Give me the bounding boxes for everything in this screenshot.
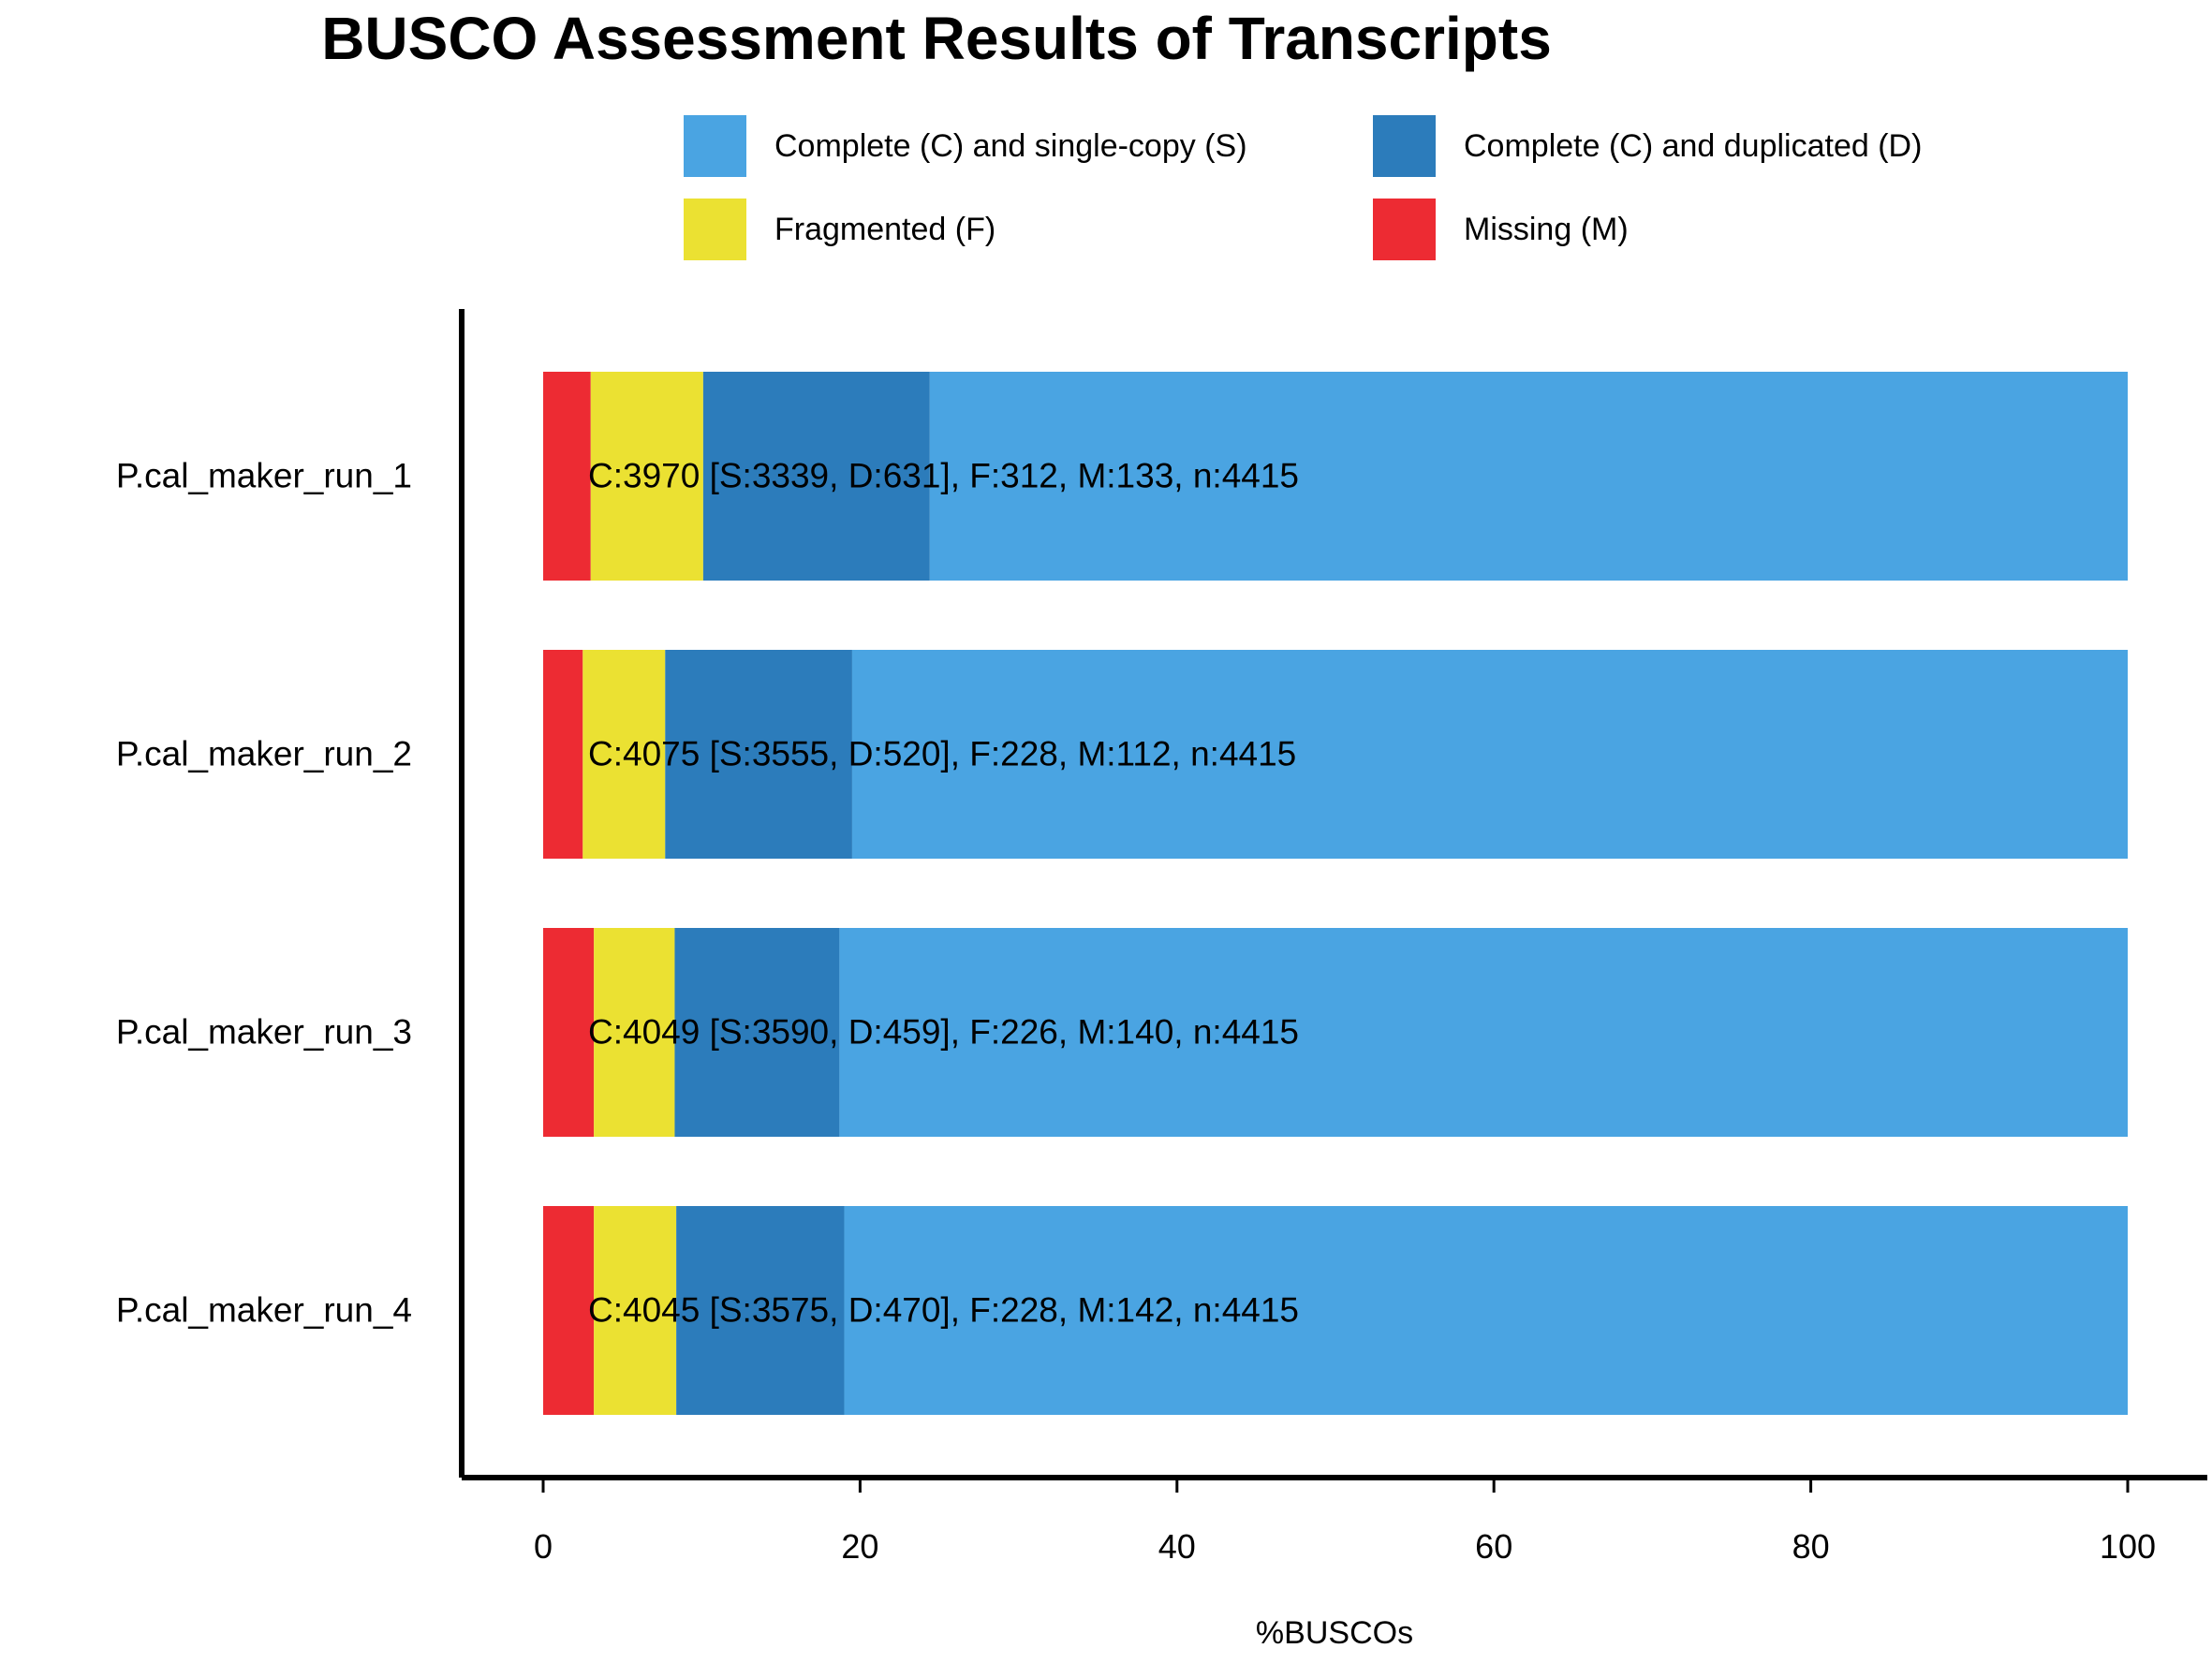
legend-label: Complete (C) and duplicated (D) (1464, 128, 1922, 164)
bar-segment-m-run-1 (543, 372, 591, 581)
legend: Complete (C) and single-copy (S) Complete… (684, 115, 1922, 260)
bar-segment-s-run-4 (844, 1206, 2128, 1415)
bar-annotation: C:4075 [S:3555, D:520], F:228, M:112, n:… (588, 735, 1296, 773)
category-labels-group: P.cal_maker_run_1 P.cal_maker_run_2 P.cal_… (116, 457, 412, 1330)
x-tick-label: 40 (1158, 1527, 1196, 1566)
bar-annotation: C:4045 [S:3575, D:470], F:228, M:142, n:… (588, 1291, 1299, 1330)
x-tick-label: 20 (841, 1527, 878, 1566)
x-tick-label: 80 (1792, 1527, 1830, 1566)
category-label: P.cal_maker_run_2 (116, 735, 412, 773)
bar-segment-d-run-1 (702, 372, 930, 581)
chart-title: BUSCO Assessment Results of Transcripts (321, 5, 1552, 72)
legend-label: Fragmented (F) (774, 212, 995, 247)
x-ticks-group: 0 20 40 60 80 100 (534, 1478, 2156, 1566)
legend-swatch-fragmented-f (684, 199, 746, 260)
bar-segment-s-run-1 (929, 372, 2128, 581)
category-label: P.cal_maker_run_1 (116, 457, 412, 495)
bar-segment-s-run-2 (851, 650, 2129, 859)
bar-segment-d-run-2 (665, 650, 852, 859)
bar-annotation: C:3970 [S:3339, D:631], F:312, M:133, n:… (588, 457, 1299, 495)
legend-swatch-complete-c-and-single-copy-s (684, 115, 746, 177)
legend-swatch-complete-c-and-duplicated-d (1373, 115, 1436, 177)
bar-segment-d-run-4 (676, 1206, 845, 1415)
bar-segment-f-run-4 (594, 1206, 677, 1415)
x-axis-label: %BUSCOs (1256, 1615, 1413, 1651)
bars-group (543, 372, 2129, 1415)
bar-segment-f-run-2 (582, 650, 666, 859)
bar-annotation: C:4049 [S:3590, D:459], F:226, M:140, n:… (588, 1013, 1299, 1052)
legend-label: Missing (M) (1464, 212, 1629, 247)
bar-segment-d-run-3 (674, 928, 840, 1137)
x-tick-label: 0 (534, 1527, 553, 1566)
bar-segment-f-run-3 (594, 928, 675, 1137)
bar-segment-m-run-3 (543, 928, 595, 1137)
x-tick-label: 100 (2100, 1527, 2156, 1566)
bar-segment-s-run-3 (839, 928, 2128, 1137)
legend-label: Complete (C) and single-copy (S) (774, 128, 1247, 164)
legend-swatch-missing-m (1373, 199, 1436, 260)
bar-segment-m-run-2 (543, 650, 583, 859)
bar-segment-f-run-1 (590, 372, 703, 581)
category-label: P.cal_maker_run_3 (116, 1013, 412, 1052)
x-tick-label: 60 (1475, 1527, 1512, 1566)
category-label: P.cal_maker_run_4 (116, 1291, 412, 1330)
annotations-group: C:3970 [S:3339, D:631], F:312, M:133, n:… (588, 457, 1299, 1330)
bar-segment-m-run-4 (543, 1206, 595, 1415)
